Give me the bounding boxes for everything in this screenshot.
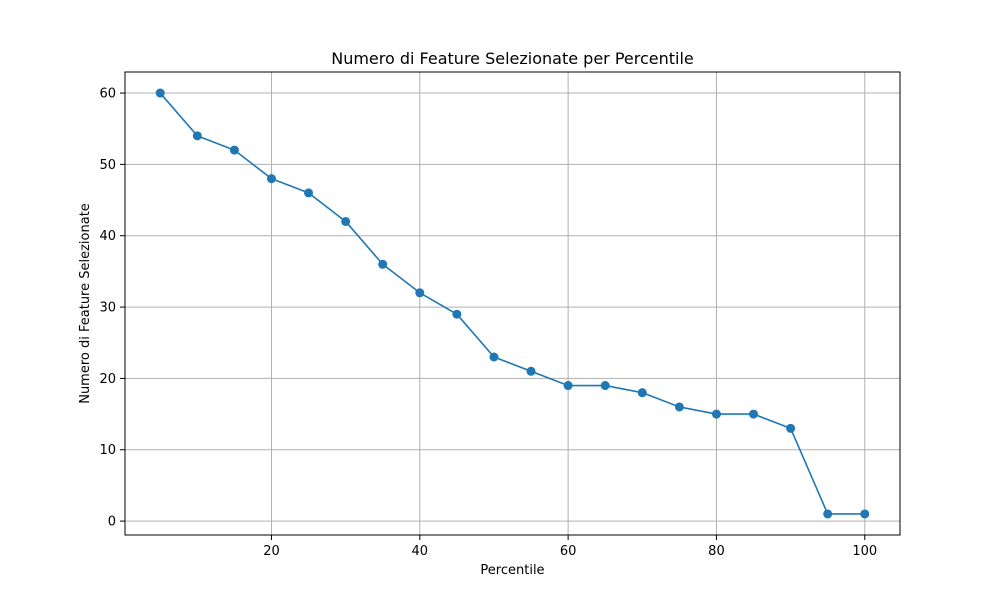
y-tick-label: 40 — [99, 229, 116, 244]
data-point — [229, 145, 239, 155]
series-layer — [155, 88, 870, 519]
y-axis-label: Numero di Feature Selezionate — [78, 203, 93, 404]
data-point — [489, 352, 499, 362]
x-tick-label: 60 — [560, 544, 577, 559]
data-point — [155, 88, 165, 98]
data-point — [526, 366, 536, 376]
chart-title: Numero di Feature Selezionate per Percen… — [331, 49, 694, 68]
data-point — [860, 509, 870, 519]
data-point — [341, 216, 351, 226]
plot-frame — [124, 71, 901, 536]
data-point — [637, 388, 647, 398]
data-point — [415, 288, 425, 298]
data-point — [304, 188, 314, 198]
data-point — [711, 409, 721, 419]
data-point — [192, 131, 202, 141]
data-point — [378, 259, 388, 269]
y-tick-label: 60 — [99, 87, 116, 102]
y-tick-label: 10 — [99, 443, 116, 458]
data-point — [266, 174, 276, 184]
data-point — [563, 381, 573, 391]
x-tick-label: 100 — [852, 544, 877, 559]
x-tick-label: 80 — [708, 544, 725, 559]
data-point — [452, 309, 462, 319]
y-tick-label: 0 — [108, 515, 116, 530]
y-tick-label: 30 — [99, 301, 116, 316]
data-point — [786, 423, 796, 433]
y-tick-label: 50 — [99, 158, 116, 173]
data-point — [600, 381, 610, 391]
data-point — [823, 509, 833, 519]
x-tick-label: 20 — [263, 544, 280, 559]
series-line — [159, 92, 865, 515]
data-point — [674, 402, 684, 412]
x-tick-label: 40 — [412, 544, 429, 559]
y-tick-label: 20 — [99, 372, 116, 387]
x-axis-label: Percentile — [480, 563, 544, 578]
data-point — [749, 409, 759, 419]
axis-ticks: 20 40 60 80 100 0 10 20 30 40 50 60 — [99, 87, 877, 559]
